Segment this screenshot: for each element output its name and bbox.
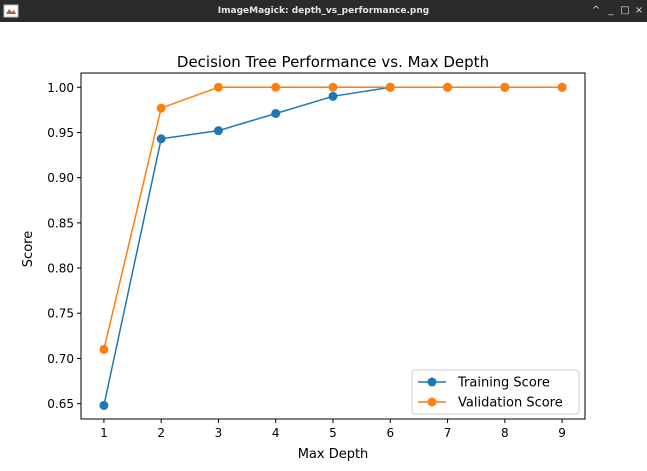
window-titlebar: ImageMagick: depth_vs_performance.png ^ …: [0, 0, 647, 22]
window-minimize-button[interactable]: ^: [591, 5, 601, 16]
y-tick-label: 0.70: [47, 352, 74, 366]
y-tick-label: 0.65: [47, 397, 74, 411]
data-point-validation-score: [443, 82, 453, 92]
legend-label: Validation Score: [458, 396, 563, 411]
x-axis: 1 2 3 4 5 6 7 8 9: [100, 419, 566, 440]
image-canvas: Decision Tree Performance vs. Max Depth …: [0, 22, 647, 467]
imagemagick-app-icon: [3, 4, 19, 18]
x-tick-label: 4: [272, 426, 280, 440]
y-tick-label: 1.00: [47, 81, 74, 95]
legend-item-validation-score: Validation Score: [418, 396, 563, 411]
chart-title: Decision Tree Performance vs. Max Depth: [177, 53, 489, 71]
series-layer: [99, 82, 567, 410]
data-point-training-score: [213, 126, 223, 136]
x-tick-label: 1: [100, 426, 108, 440]
y-tick-label: 0.95: [47, 126, 74, 140]
series-validation-score: [99, 82, 567, 354]
data-point-validation-score: [557, 82, 567, 92]
data-point-training-score: [156, 134, 166, 144]
x-axis-label: Max Depth: [298, 447, 369, 462]
chart-legend: Training Score Validation Score: [411, 369, 580, 415]
data-point-training-score: [99, 400, 109, 410]
legend-label: Training Score: [457, 376, 550, 391]
x-tick-label: 9: [558, 426, 566, 440]
data-point-validation-score: [271, 82, 281, 92]
x-tick-label: 2: [157, 426, 165, 440]
x-tick-label: 7: [444, 426, 452, 440]
y-tick-label: 0.85: [47, 216, 74, 230]
y-tick-label: 0.75: [47, 307, 74, 321]
data-point-validation-score: [213, 82, 223, 92]
window-title: ImageMagick: depth_vs_performance.png: [217, 6, 430, 16]
data-point-validation-score: [385, 82, 395, 92]
window-maximize-button[interactable]: □: [620, 5, 630, 16]
series-training-score: [99, 82, 567, 410]
data-point-training-score: [328, 91, 338, 101]
y-tick-label: 0.80: [47, 262, 74, 276]
data-point-validation-score: [99, 344, 109, 354]
x-tick-label: 5: [329, 426, 337, 440]
legend-item-training-score: Training Score: [418, 376, 550, 391]
x-tick-label: 6: [386, 426, 394, 440]
legend-marker: [427, 397, 437, 407]
legend-frame: [411, 369, 580, 415]
series-line-training-score: [103, 86, 563, 406]
x-tick-label: 8: [501, 426, 509, 440]
window-close-button[interactable]: ×: [634, 5, 644, 16]
legend-marker: [427, 377, 437, 387]
y-axis-label: Score: [21, 231, 36, 267]
series-line-validation-score: [103, 86, 563, 350]
y-axis: 0.65 0.70 0.75 0.80 0.85 0.90 0.95 1.00: [47, 81, 81, 411]
data-point-validation-score: [328, 82, 338, 92]
y-tick-label: 0.90: [47, 171, 74, 185]
window-restore-button[interactable]: _: [608, 5, 614, 16]
data-point-validation-score: [156, 103, 166, 113]
x-tick-label: 3: [215, 426, 223, 440]
data-point-validation-score: [500, 82, 510, 92]
line-chart: Decision Tree Performance vs. Max Depth …: [21, 53, 586, 462]
data-point-training-score: [271, 108, 281, 118]
